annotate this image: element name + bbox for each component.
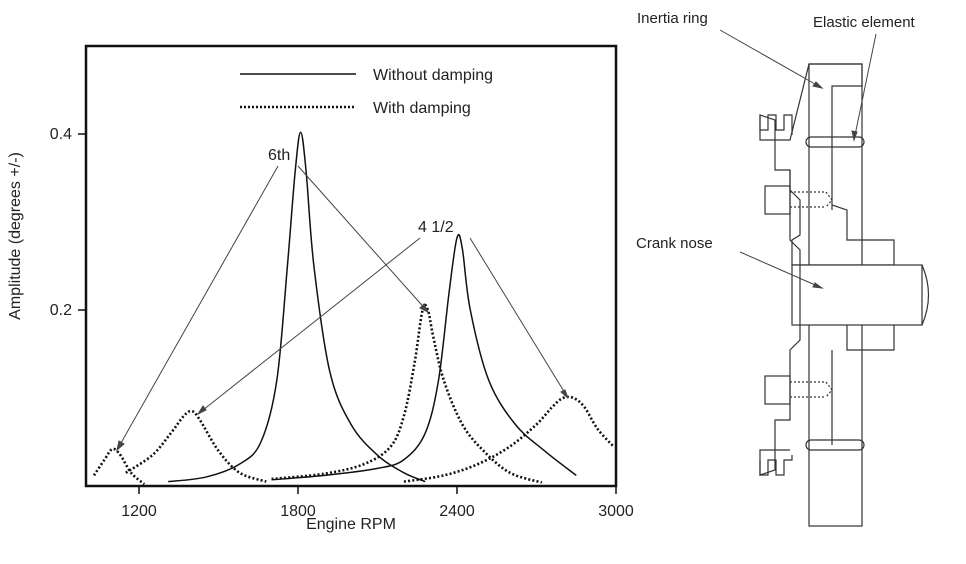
series-line-dotted <box>125 409 267 483</box>
label-elastic-element: Elastic element <box>813 14 916 31</box>
series-line-dotted <box>92 447 146 486</box>
diagram-leaders <box>719 29 877 289</box>
hub-profile <box>759 63 895 266</box>
label-crank-nose: Crank nose <box>636 235 713 252</box>
annotation-arrows <box>116 165 569 452</box>
gear-teeth-upper <box>759 114 793 135</box>
x-tick-label: 1800 <box>280 503 316 520</box>
label-inertia-ring: Inertia ring <box>637 10 708 27</box>
y-tick-label: 0.2 <box>50 302 72 319</box>
x-tick-label: 1200 <box>121 503 157 520</box>
series-line-dotted <box>403 395 615 483</box>
plot-frame <box>84 44 618 488</box>
x-axis-label: Engine RPM <box>306 516 396 533</box>
legend: Without damping With damping <box>240 67 493 117</box>
gear-teeth-lower <box>759 455 793 476</box>
annotation-6th: 6th <box>268 147 290 164</box>
bolt-upper <box>764 185 791 215</box>
legend-solid-label: Without damping <box>373 67 493 84</box>
x-tick-label: 2400 <box>439 503 475 520</box>
series-line-solid <box>168 131 426 483</box>
axis-ticks: 1200 1800 2400 3000 0.2 0.4 <box>50 126 634 520</box>
elastic-element-lower <box>805 439 865 451</box>
crank-nose-shaft <box>791 264 923 326</box>
series-lines <box>92 131 615 486</box>
damper-diagram <box>759 63 930 527</box>
series-line-dotted <box>271 303 543 484</box>
hub-flange-lower <box>759 325 801 476</box>
x-tick-label: 3000 <box>598 503 634 520</box>
y-tick-label: 0.4 <box>50 126 72 143</box>
bolt-lower <box>764 375 791 405</box>
elastic-element-upper <box>805 136 865 148</box>
y-axis-label: Amplitude (degrees +/-) <box>7 152 24 320</box>
annotation-4-half: 4 1/2 <box>418 219 454 236</box>
series-line-solid <box>271 233 577 481</box>
legend-dotted-label: With damping <box>373 100 471 117</box>
